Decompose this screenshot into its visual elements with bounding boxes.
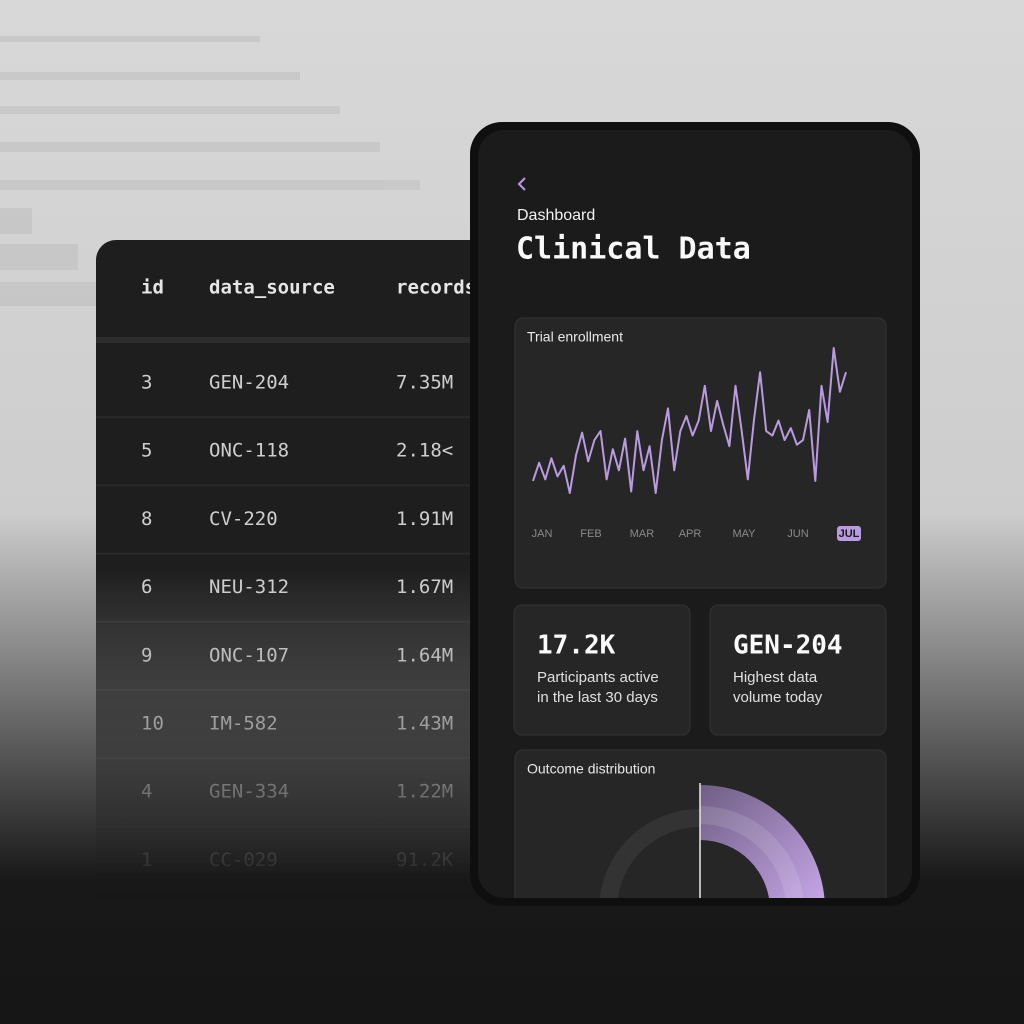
table-cell: 1.91M — [396, 508, 453, 530]
table-cell: GEN-204 — [209, 372, 289, 394]
stat-value: 17.2K — [537, 631, 616, 661]
table-cell: 9 — [141, 644, 152, 666]
table-cell: CV-220 — [209, 508, 278, 530]
row-divider — [96, 620, 516, 623]
table-cell: ONC-107 — [209, 644, 289, 666]
outcome-title: Outcome distribution — [527, 761, 655, 777]
table-card: id data_source records 3 GEN-204 7.35M 5 ONC-11… — [96, 240, 516, 940]
breadcrumb: Dashboard — [517, 207, 595, 224]
table-header: id — [141, 277, 164, 299]
phone-screen: Dashboard Clinical Data Trial enrollment… — [513, 177, 887, 898]
table-cell: NEU-312 — [209, 576, 289, 598]
table-cell: 1.64M — [396, 644, 453, 666]
row-divider — [96, 757, 516, 760]
donut-inner — [699, 806, 804, 898]
table-cell: 1 — [141, 849, 152, 871]
table-cell: 4 — [141, 781, 152, 803]
page-title: Clinical Data — [516, 232, 751, 267]
chart-title: Trial enrollment — [527, 329, 623, 345]
table-cell: 6 — [141, 576, 152, 598]
row-divider — [96, 825, 516, 828]
table-header: data_source — [209, 277, 335, 299]
stat-card — [709, 604, 887, 736]
table-cell: IM-582 — [209, 713, 278, 735]
stat-value: GEN-204 — [733, 631, 843, 661]
month-label: JUL — [839, 528, 860, 540]
table-cell: 8 — [141, 508, 152, 530]
table-cell: ONC-118 — [209, 440, 289, 462]
table-cell: 10 — [141, 713, 164, 735]
row-divider — [96, 484, 516, 487]
month-label: FEB — [580, 528, 601, 540]
table-cell: 1.43M — [396, 713, 453, 735]
back-button[interactable] — [517, 177, 526, 191]
row-divider — [96, 416, 516, 419]
stat-description: volume today — [733, 689, 823, 706]
table-cell: 2.18< — [396, 440, 453, 462]
row-divider — [96, 689, 516, 691]
month-highlight — [837, 526, 861, 541]
month-label: MAR — [630, 528, 655, 540]
stat-description: Highest data — [733, 669, 818, 686]
month-label: JUN — [787, 528, 808, 540]
month-label: MAY — [732, 528, 756, 540]
table-cell: GEN-334 — [209, 781, 289, 803]
chart-card — [514, 317, 887, 589]
stat-description: Participants active — [537, 669, 659, 686]
stat-card — [513, 604, 691, 736]
month-label: JAN — [532, 528, 553, 540]
table-header: records — [396, 277, 476, 299]
table-cell: 7.35M — [396, 372, 453, 394]
stat-description: in the last 30 days — [537, 689, 658, 706]
table-cell: 1.22M — [396, 781, 453, 803]
table-cell: 3 — [141, 372, 152, 394]
row-divider — [96, 552, 516, 555]
table-cell: CC-029 — [209, 849, 278, 871]
month-label: APR — [679, 528, 702, 540]
table-cell: 1.67M — [396, 576, 453, 598]
donut-segment — [700, 785, 825, 898]
stripes — [0, 36, 420, 306]
table-cell: 5 — [141, 440, 152, 462]
enrollment-line — [532, 347, 847, 494]
table-cell: 91.2K — [396, 849, 454, 871]
